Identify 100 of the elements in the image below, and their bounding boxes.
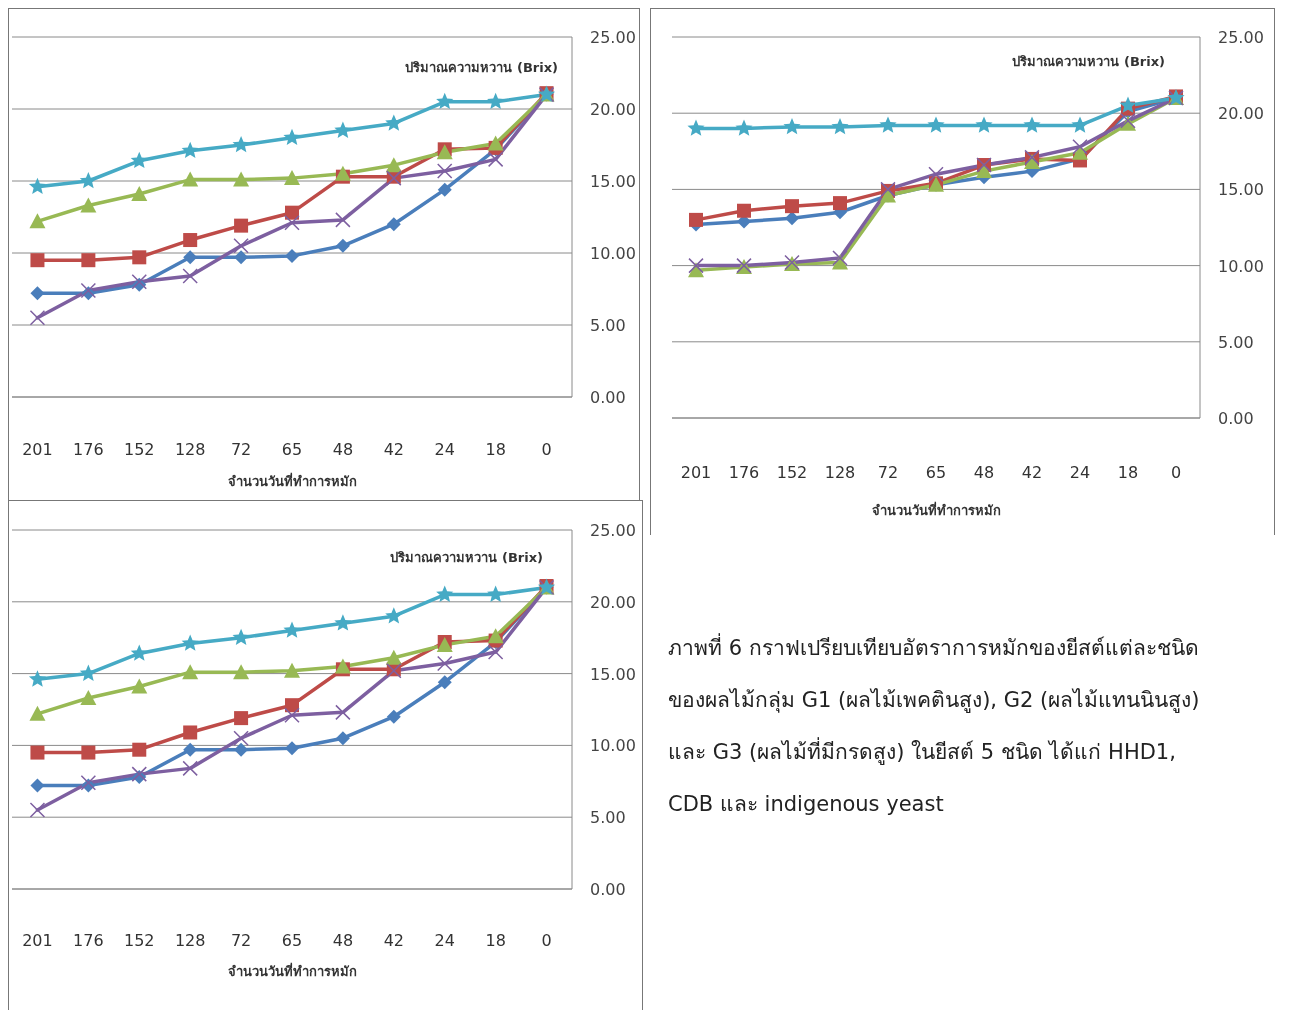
- y-tick-label: 10.00: [1218, 256, 1264, 276]
- x-tick-label: 42: [1021, 463, 1043, 482]
- x-tick-label: 128: [174, 931, 206, 950]
- x-tick-label: 72: [230, 440, 252, 459]
- x-tick-label: 176: [73, 440, 104, 459]
- x-tick-label: 0: [541, 440, 552, 459]
- point: [29, 705, 46, 721]
- point: [785, 199, 799, 214]
- y-tick-label: 20.00: [590, 100, 636, 119]
- point: [80, 197, 97, 213]
- y-tick-label: 10.00: [590, 244, 636, 263]
- point: [30, 778, 45, 793]
- y-tick-label: 25.00: [590, 28, 636, 47]
- y-tick-label: 20.00: [590, 592, 636, 612]
- x-tick-label: 152: [776, 463, 808, 482]
- point: [785, 211, 799, 226]
- y-tick-label: 15.00: [590, 664, 636, 684]
- x-tick-label: 18: [485, 440, 506, 459]
- point: [81, 253, 96, 268]
- x-axis-title: จำนวนวันที่ทำการหมัก: [871, 501, 1001, 518]
- point: [80, 690, 97, 706]
- point: [29, 802, 46, 818]
- y-tick-label: 25.00: [1218, 28, 1264, 47]
- point: [183, 233, 198, 248]
- x-tick-label: 0: [541, 931, 552, 950]
- point: [79, 664, 97, 681]
- point: [833, 196, 847, 211]
- point: [284, 170, 300, 186]
- point: [437, 182, 452, 197]
- point: [182, 760, 198, 777]
- point: [436, 585, 454, 602]
- point: [232, 628, 250, 645]
- point: [783, 117, 801, 135]
- point: [1023, 116, 1041, 133]
- point: [29, 213, 46, 229]
- x-tick-label: 42: [383, 440, 404, 459]
- point: [285, 205, 299, 220]
- x-tick-label: 128: [824, 463, 856, 482]
- point: [735, 119, 753, 136]
- y-tick-label: 5.00: [590, 316, 626, 335]
- x-tick-label: 18: [485, 931, 506, 950]
- point: [80, 282, 97, 299]
- point: [487, 92, 505, 110]
- point: [386, 709, 401, 724]
- point: [30, 286, 45, 301]
- point: [385, 157, 402, 173]
- point: [30, 745, 45, 760]
- point: [334, 658, 351, 674]
- y-tick-label: 20.00: [1218, 104, 1264, 124]
- x-tick-label: 201: [22, 440, 53, 459]
- point: [130, 151, 148, 169]
- y-axis-title: ปริมาณความหวาน (Brix): [390, 550, 543, 565]
- point: [233, 664, 250, 680]
- x-tick-label: 48: [332, 931, 354, 950]
- x-axis-title: จำนวนวันที่ทำการหมัก: [227, 472, 357, 489]
- x-tick-label: 201: [680, 463, 712, 482]
- point: [437, 675, 452, 690]
- point: [285, 248, 299, 263]
- point: [385, 649, 402, 665]
- y-tick-label: 0.00: [1218, 409, 1254, 428]
- y-axis-title: ปริมาณความหวาน (Brix): [1012, 54, 1165, 69]
- point: [29, 310, 46, 326]
- point: [832, 250, 848, 266]
- point: [183, 742, 198, 757]
- point: [334, 165, 351, 181]
- point: [182, 268, 198, 284]
- point: [181, 141, 199, 159]
- x-tick-label: 72: [877, 463, 899, 482]
- point: [284, 662, 300, 678]
- point: [285, 698, 299, 713]
- point: [183, 250, 198, 265]
- point: [234, 250, 249, 265]
- x-tick-label: 0: [1170, 463, 1182, 482]
- point: [28, 177, 47, 195]
- x-tick-label: 24: [434, 931, 455, 950]
- x-tick-label: 18: [1117, 463, 1139, 482]
- point: [689, 212, 703, 227]
- point: [335, 731, 350, 746]
- point: [234, 218, 249, 233]
- point: [928, 166, 944, 182]
- point: [1071, 116, 1089, 133]
- point: [1119, 96, 1137, 113]
- x-tick-label: 176: [728, 463, 760, 482]
- point: [81, 745, 96, 760]
- point: [233, 171, 250, 187]
- point: [831, 117, 849, 135]
- point: [927, 116, 945, 133]
- x-tick-label: 42: [383, 931, 404, 950]
- y-tick-label: 0.00: [590, 388, 626, 407]
- point: [130, 644, 148, 661]
- point: [285, 741, 299, 756]
- x-axis-title: จำนวนวันที่ทำการหมัก: [227, 962, 357, 979]
- x-tick-label: 201: [22, 931, 53, 950]
- point: [283, 621, 301, 638]
- point: [335, 704, 351, 721]
- x-tick-label: 72: [230, 931, 252, 950]
- x-tick-label: 24: [434, 440, 455, 459]
- point: [879, 116, 897, 133]
- point: [131, 185, 148, 201]
- point: [487, 628, 504, 644]
